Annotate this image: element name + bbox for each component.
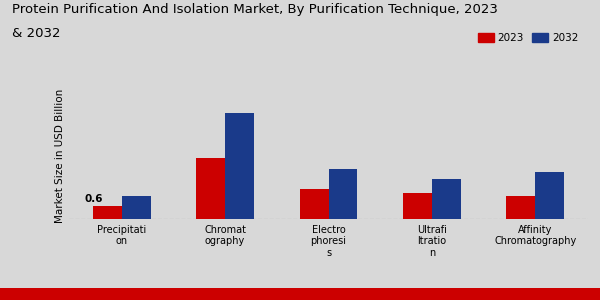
Text: 0.6: 0.6 xyxy=(85,194,103,204)
Text: & 2032: & 2032 xyxy=(12,27,61,40)
Bar xyxy=(225,112,254,219)
Legend: 2023, 2032: 2023, 2032 xyxy=(474,29,583,47)
Bar xyxy=(299,189,329,219)
Bar xyxy=(196,158,225,219)
Bar xyxy=(92,206,122,219)
Bar xyxy=(329,169,358,219)
Bar xyxy=(506,196,535,219)
Bar xyxy=(432,179,461,219)
Bar xyxy=(535,172,565,219)
Text: Protein Purification And Isolation Market, By Purification Technique, 2023: Protein Purification And Isolation Marke… xyxy=(12,3,498,16)
Bar xyxy=(403,193,432,219)
Y-axis label: Market Size in USD Billion: Market Size in USD Billion xyxy=(55,89,65,223)
Bar xyxy=(122,196,151,219)
